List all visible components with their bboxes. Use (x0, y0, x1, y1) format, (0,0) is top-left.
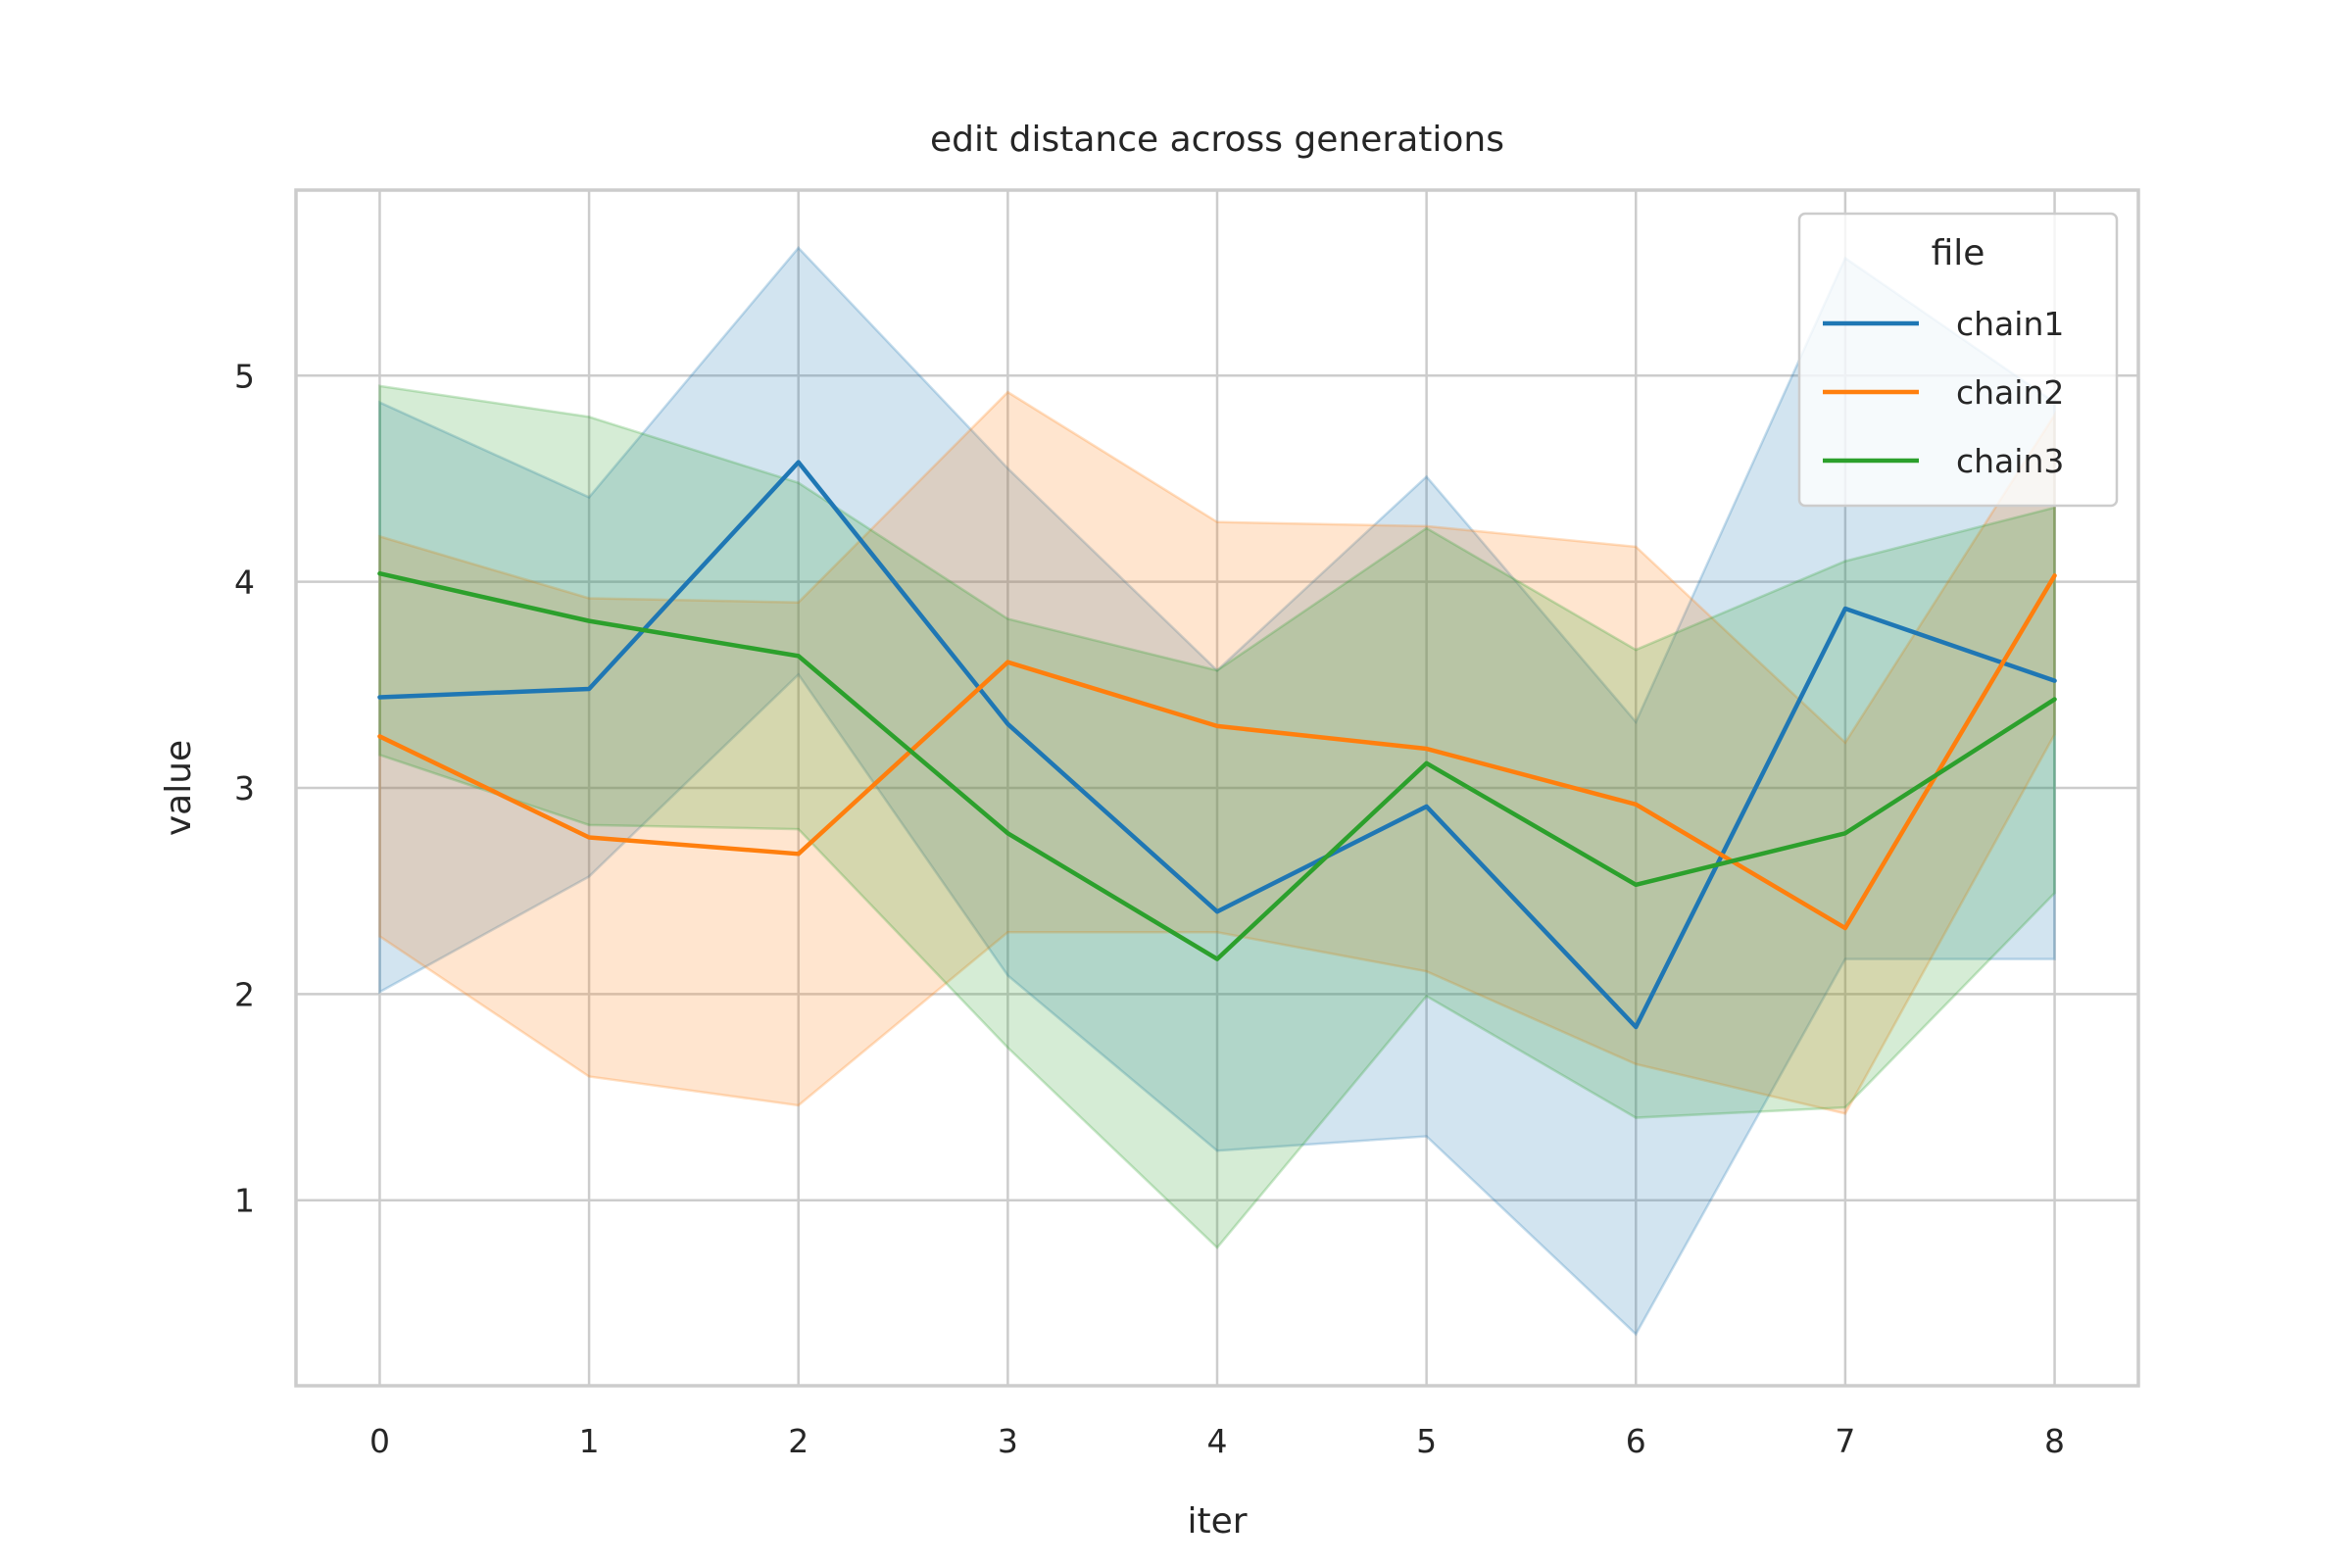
chain2-confidence-band (378, 390, 2056, 1115)
x-tick-label: 7 (1835, 1422, 1855, 1460)
chain1-line (377, 460, 2057, 1030)
series-lines (377, 460, 2057, 1030)
x-tick-label: 8 (2044, 1422, 2065, 1460)
legend: file chain1 chain2 chain3 (1797, 212, 2119, 508)
legend-label: chain2 (1956, 373, 2064, 412)
confidence-bands (378, 246, 2056, 1337)
x-tick-label: 3 (998, 1422, 1018, 1460)
x-tick-label: 6 (1626, 1422, 1646, 1460)
x-axis-label: iter (1187, 1501, 1247, 1542)
chain3-line (377, 570, 2057, 961)
x-tick-label: 2 (788, 1422, 808, 1460)
legend-label: chain3 (1956, 442, 2064, 480)
legend-items: chain1 chain2 chain3 (1823, 305, 2064, 480)
x-tick-label: 0 (369, 1422, 390, 1460)
y-tick-label: 5 (234, 357, 255, 395)
y-tick-label: 3 (234, 769, 255, 808)
x-tick-label: 4 (1207, 1422, 1228, 1460)
plot-frame (294, 188, 2140, 1388)
x-tick-label: 1 (579, 1422, 600, 1460)
y-axis-label: value (159, 740, 199, 836)
legend-box (1797, 212, 2119, 508)
tick-labels: 0 1 2 3 4 5 6 7 8 1 2 3 4 5 (234, 357, 2065, 1460)
legend-label: chain1 (1956, 305, 2064, 343)
y-tick-label: 1 (234, 1182, 255, 1220)
chain2-line (377, 573, 2057, 931)
chain3-confidence-band (378, 384, 2056, 1250)
y-tick-label: 2 (234, 975, 255, 1013)
y-tick-label: 4 (234, 564, 255, 602)
legend-title: file (1932, 233, 1985, 273)
x-tick-label: 5 (1416, 1422, 1437, 1460)
chain1-confidence-band (378, 246, 2056, 1337)
chart-title: edit distance across generations (930, 120, 1504, 160)
